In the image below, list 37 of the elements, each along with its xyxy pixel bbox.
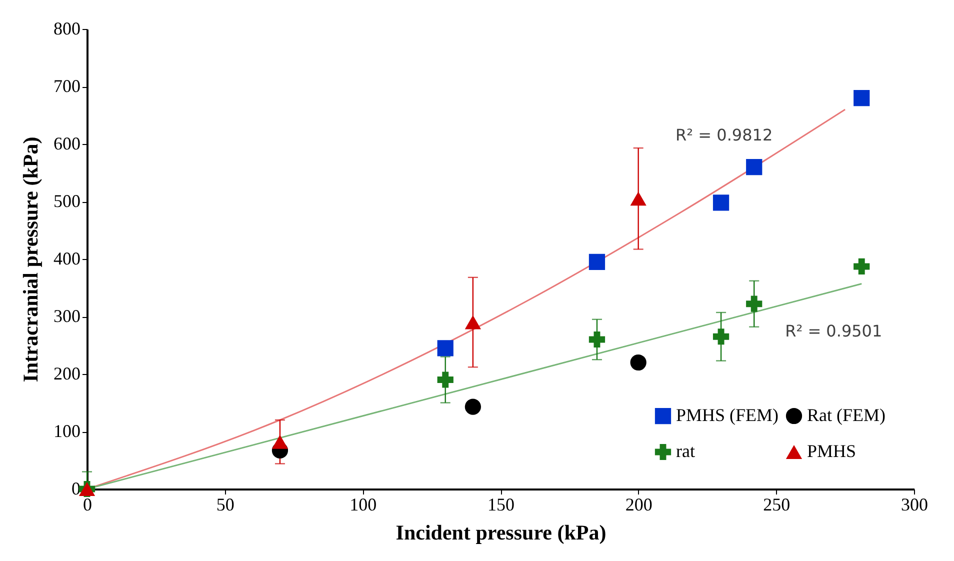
- point: [746, 296, 762, 312]
- y-tick-label: 500: [54, 191, 80, 211]
- point: [712, 194, 730, 211]
- y-tick-label: 200: [54, 364, 80, 384]
- x-tick-label: 200: [625, 494, 652, 514]
- legend-label: Rat (FEM): [807, 405, 886, 425]
- y-tick-label: 300: [54, 306, 80, 326]
- x-tick-label: 300: [901, 494, 928, 514]
- x-axis-title: Incident pressure (kPa): [396, 520, 606, 544]
- y-tick-label: 700: [54, 76, 80, 96]
- point: [437, 372, 454, 388]
- y-tick-label: 100: [54, 421, 80, 441]
- y-axis-title: Intracranial pressure (kPa): [18, 136, 42, 382]
- point: [464, 398, 481, 415]
- y-tick-label: 800: [54, 18, 80, 38]
- y-tick-label: 600: [54, 134, 80, 154]
- point: [746, 158, 762, 176]
- point: [712, 328, 730, 345]
- point: [437, 340, 454, 356]
- point: [464, 315, 481, 330]
- point: [272, 434, 288, 449]
- x-tick-label: 250: [763, 494, 790, 514]
- legend-label: PMHS (FEM): [676, 405, 779, 425]
- point: [854, 258, 870, 275]
- annotation: R² = 0.9501: [785, 322, 882, 341]
- point: [630, 192, 646, 206]
- legend-label: rat: [676, 441, 695, 461]
- x-tick-label: 100: [350, 494, 377, 514]
- x-tick-label: 150: [488, 494, 514, 514]
- point: [630, 354, 646, 371]
- legend-label: PMHS: [807, 441, 856, 461]
- point: [854, 90, 870, 106]
- x-tick-label: 50: [216, 494, 234, 514]
- point: [588, 254, 606, 270]
- y-tick-label: 400: [54, 248, 80, 268]
- annotation: R² = 0.9812: [676, 126, 773, 144]
- point: [588, 331, 606, 348]
